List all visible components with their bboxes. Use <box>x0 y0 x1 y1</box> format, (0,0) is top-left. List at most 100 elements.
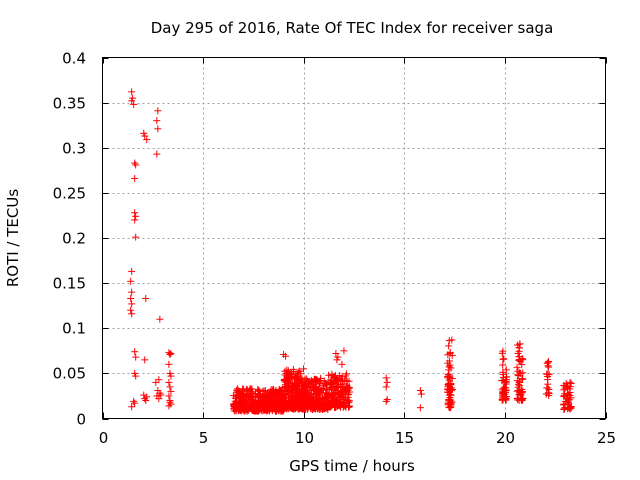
data-point <box>317 401 325 409</box>
data-point <box>502 366 510 374</box>
data-point <box>247 403 255 411</box>
data-point <box>302 391 310 399</box>
data-point <box>127 306 135 314</box>
data-point <box>332 377 340 385</box>
data-point <box>447 381 455 389</box>
data-point <box>342 372 350 380</box>
data-point <box>328 401 336 409</box>
data-point <box>444 370 452 378</box>
data-point <box>242 385 250 393</box>
data-point <box>501 379 509 387</box>
data-point <box>502 380 510 388</box>
data-point <box>502 396 510 404</box>
data-point <box>153 150 161 158</box>
data-point <box>254 385 262 393</box>
data-point <box>152 378 160 386</box>
data-point <box>320 405 328 413</box>
data-point <box>560 405 568 413</box>
data-point <box>260 393 268 401</box>
data-point <box>142 396 150 404</box>
data-point <box>329 390 337 398</box>
data-point <box>300 365 308 373</box>
data-point <box>328 389 336 397</box>
data-point <box>383 396 391 404</box>
data-point <box>130 100 138 108</box>
data-point <box>293 394 301 402</box>
data-point <box>309 402 317 410</box>
data-point <box>240 407 248 415</box>
data-point <box>282 390 290 398</box>
data-point <box>282 398 290 406</box>
data-point <box>128 403 136 411</box>
data-point <box>154 107 162 115</box>
data-point <box>446 373 454 381</box>
data-point <box>514 349 522 357</box>
data-point <box>444 399 452 407</box>
data-point <box>131 348 139 356</box>
data-point <box>167 372 175 380</box>
data-point <box>296 367 304 375</box>
data-point <box>166 398 174 406</box>
data-point <box>132 233 140 241</box>
data-point <box>268 392 276 400</box>
data-point <box>312 387 320 395</box>
data-point <box>515 344 523 352</box>
data-point <box>566 378 574 386</box>
data-point <box>128 300 136 308</box>
data-point <box>545 371 553 379</box>
data-point <box>338 360 346 368</box>
data-point <box>345 384 353 392</box>
data-point <box>446 361 454 369</box>
data-point <box>445 363 453 371</box>
data-point <box>141 356 149 364</box>
data-point <box>445 342 453 350</box>
data-point <box>270 400 278 408</box>
data-point <box>255 386 263 394</box>
data-point <box>516 358 524 366</box>
data-point <box>313 376 321 384</box>
data-point <box>132 212 140 220</box>
data-point <box>326 378 334 386</box>
data-point <box>345 390 353 398</box>
data-point <box>515 396 523 404</box>
data-point <box>345 402 353 410</box>
data-points <box>127 88 575 415</box>
data-point <box>156 315 164 323</box>
data-point <box>561 382 569 390</box>
data-point <box>328 370 336 378</box>
data-point <box>328 383 336 391</box>
data-point <box>236 400 244 408</box>
data-point <box>501 386 509 394</box>
data-point <box>446 404 454 412</box>
data-point <box>143 136 151 144</box>
data-point <box>154 125 162 133</box>
data-point <box>281 382 289 390</box>
y-tick-label: 0.05 <box>53 365 86 383</box>
data-point <box>498 349 506 357</box>
data-point <box>517 388 525 396</box>
data-point <box>515 378 523 386</box>
data-point <box>300 404 308 412</box>
data-point <box>275 407 283 415</box>
data-point <box>343 377 351 385</box>
data-point <box>564 391 572 399</box>
data-point <box>165 392 173 400</box>
data-point <box>564 390 572 398</box>
data-point <box>157 391 165 399</box>
x-tick-label: 15 <box>395 429 414 447</box>
data-point <box>446 348 454 356</box>
data-point <box>332 350 340 358</box>
data-point <box>339 383 347 391</box>
data-point <box>417 390 425 398</box>
data-point <box>513 387 521 395</box>
data-point <box>448 336 456 344</box>
data-point <box>132 353 140 361</box>
data-point <box>325 371 333 379</box>
x-tick-label: 25 <box>597 429 616 447</box>
grid <box>102 57 606 419</box>
data-point <box>327 402 335 410</box>
data-point <box>286 374 294 382</box>
data-point <box>345 384 353 392</box>
x-tick-label: 10 <box>295 429 314 447</box>
